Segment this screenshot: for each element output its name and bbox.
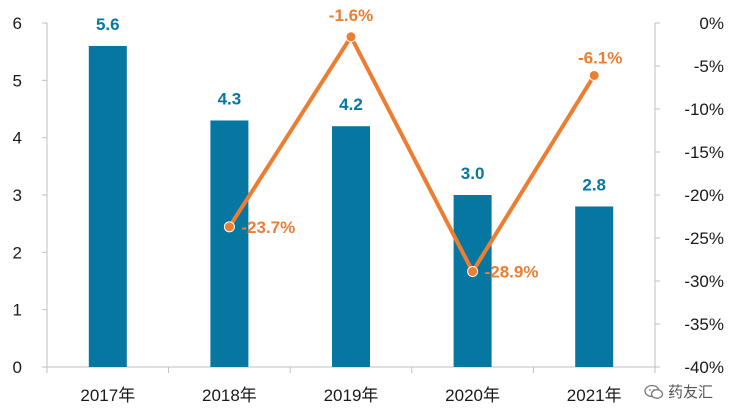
bar-data-label: 4.3	[218, 89, 242, 108]
wechat-icon	[644, 384, 664, 399]
bar-series	[88, 45, 614, 367]
line-point	[223, 221, 235, 233]
watermark-text: 药友汇	[668, 383, 714, 401]
left-tick-label: 0	[13, 358, 22, 377]
line-data-label: -6.1%	[578, 48, 622, 67]
x-tick-label: 2018年	[202, 386, 257, 405]
bar-data-label: 5.6	[96, 15, 120, 34]
left-tick-label: 3	[13, 186, 22, 205]
bar	[453, 195, 492, 367]
bar-data-label: 2.8	[582, 175, 606, 194]
x-tick-label: 2020年	[445, 386, 500, 405]
bar	[88, 45, 127, 367]
right-tick-label: -25%	[684, 229, 724, 248]
line-data-label: -23.7%	[241, 218, 295, 237]
bar	[210, 120, 249, 367]
line-point	[588, 69, 600, 81]
watermark: 药友汇	[644, 381, 713, 402]
bar-data-label: 4.2	[339, 95, 363, 114]
line-series	[223, 31, 600, 278]
x-tick-label: 2021年	[567, 386, 622, 405]
line-point	[345, 31, 357, 43]
right-tick-label: -20%	[684, 186, 724, 205]
right-tick-label: 0%	[699, 14, 724, 33]
right-tick-label: -15%	[684, 143, 724, 162]
line-point	[467, 266, 479, 278]
left-tick-label: 5	[13, 71, 22, 90]
left-tick-label: 4	[13, 129, 22, 148]
line-path	[227, 34, 596, 274]
right-tick-label: -40%	[684, 358, 724, 377]
bar	[575, 206, 614, 367]
x-tick-label: 2017年	[80, 386, 135, 405]
left-tick-label: 2	[13, 243, 22, 262]
data-labels: 5.6 4.3 4.2 3.0 2.8 -23.7% -1.6% -28.9% -6.1%	[96, 6, 622, 282]
axes: 0 1 2 3 4 5 6 0% -5% -10% -15% -20% -25% -30% -35% -40%…	[13, 14, 724, 405]
right-tick-label: -10%	[684, 100, 724, 119]
left-tick-label: 1	[13, 301, 22, 320]
bar-data-label: 3.0	[461, 164, 485, 183]
left-tick-label: 6	[13, 14, 22, 33]
right-tick-label: -5%	[694, 57, 724, 76]
right-tick-label: -35%	[684, 315, 724, 334]
line-data-label: -1.6%	[329, 6, 373, 25]
line-data-label: -28.9%	[485, 263, 539, 282]
bar	[332, 126, 370, 367]
right-tick-label: -30%	[684, 272, 724, 291]
x-tick-label: 2019年	[324, 386, 379, 405]
